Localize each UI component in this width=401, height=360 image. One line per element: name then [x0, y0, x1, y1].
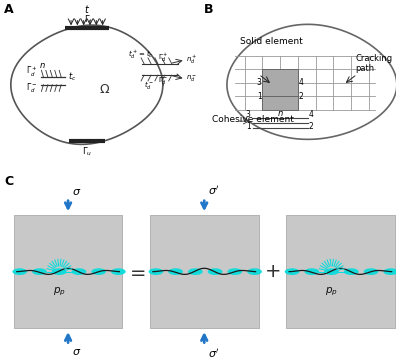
Ellipse shape — [285, 268, 300, 275]
Text: 2: 2 — [309, 122, 314, 131]
Text: Cohesive element: Cohesive element — [212, 116, 294, 125]
Text: Cracking
path: Cracking path — [355, 54, 392, 73]
Text: $\sigma'$: $\sigma'$ — [208, 347, 220, 360]
Text: 3: 3 — [257, 78, 261, 87]
Text: $n_d^-$: $n_d^-$ — [186, 73, 198, 85]
Text: $t_d^+=t_c$: $t_d^+=t_c$ — [128, 49, 154, 61]
Text: $+$: $+$ — [264, 262, 281, 281]
Ellipse shape — [188, 268, 203, 275]
Ellipse shape — [168, 268, 183, 275]
Ellipse shape — [12, 268, 27, 275]
Text: A: A — [4, 3, 14, 16]
Bar — [286, 215, 395, 328]
Ellipse shape — [227, 268, 242, 275]
Bar — [262, 96, 298, 110]
Text: $n_d^+$: $n_d^+$ — [186, 54, 198, 66]
Text: $\Gamma_d^-$: $\Gamma_d^-$ — [158, 75, 168, 86]
Text: 4: 4 — [299, 78, 304, 87]
Text: $\Gamma_u$: $\Gamma_u$ — [82, 145, 92, 158]
Text: 1: 1 — [257, 92, 261, 101]
Text: $p_p$: $p_p$ — [325, 286, 338, 298]
Text: $n$: $n$ — [39, 62, 46, 71]
Ellipse shape — [344, 268, 358, 275]
Text: C: C — [4, 175, 13, 188]
Ellipse shape — [91, 268, 106, 275]
Ellipse shape — [304, 268, 319, 275]
Ellipse shape — [208, 268, 223, 275]
Text: Solid element: Solid element — [240, 37, 302, 46]
Ellipse shape — [364, 268, 378, 275]
Text: B: B — [204, 3, 214, 16]
Text: $\sigma$: $\sigma$ — [72, 347, 81, 357]
Ellipse shape — [32, 268, 47, 275]
Text: $\Gamma_d^+$: $\Gamma_d^+$ — [26, 64, 37, 79]
Ellipse shape — [111, 268, 126, 275]
Ellipse shape — [324, 268, 339, 275]
Text: $\Gamma_t$: $\Gamma_t$ — [84, 14, 93, 26]
Bar — [14, 215, 122, 328]
Ellipse shape — [52, 268, 67, 275]
Text: $\Gamma_d^-$: $\Gamma_d^-$ — [26, 81, 37, 95]
Text: 2: 2 — [299, 92, 304, 101]
Bar — [150, 215, 259, 328]
Text: $t_d^-$: $t_d^-$ — [144, 78, 154, 91]
Ellipse shape — [148, 268, 163, 275]
Ellipse shape — [247, 268, 262, 275]
Text: $t$: $t$ — [84, 3, 90, 15]
Text: $p_p$: $p_p$ — [53, 286, 66, 298]
Bar — [262, 69, 298, 96]
Text: $\Omega$: $\Omega$ — [99, 83, 110, 96]
Ellipse shape — [383, 268, 398, 275]
Text: $=$: $=$ — [126, 262, 146, 281]
Text: $\Gamma_d^+$: $\Gamma_d^+$ — [158, 51, 168, 64]
Ellipse shape — [72, 268, 86, 275]
Text: $\sigma$: $\sigma$ — [72, 187, 81, 197]
Text: 1: 1 — [246, 122, 251, 131]
Text: 4: 4 — [309, 110, 314, 119]
Text: $\sigma'$: $\sigma'$ — [208, 184, 220, 197]
Text: $n$: $n$ — [277, 109, 284, 118]
Text: 3: 3 — [246, 110, 251, 119]
Text: $t_c$: $t_c$ — [68, 71, 77, 84]
